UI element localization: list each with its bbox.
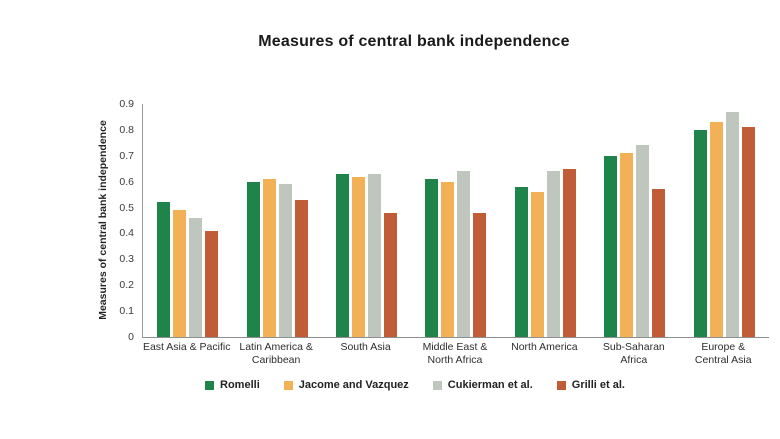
y-tick-label: 0.1 [119, 305, 134, 318]
bar-group [143, 104, 232, 337]
bar [473, 212, 487, 337]
y-tick-label: 0.9 [119, 98, 134, 110]
bar [546, 171, 560, 337]
x-axis-label: East Asia & Pacific [142, 341, 231, 367]
x-axis-label-line: South Asia [340, 341, 391, 353]
x-axis-label-line: Caribbean [251, 354, 301, 366]
x-axis-label-line: Middle East & [422, 341, 488, 353]
legend-swatch [205, 380, 215, 390]
x-axis-label: Middle East & North Africa [410, 341, 499, 367]
bar [741, 127, 755, 337]
bar [262, 179, 276, 337]
y-tick-label: 0.8 [119, 123, 134, 136]
x-axis-label: South Asia [321, 341, 410, 367]
bar [709, 122, 723, 337]
bar [189, 217, 203, 337]
y-tick-label: 0.7 [119, 149, 134, 162]
chart-title: Measures of central bank independence [258, 33, 570, 50]
bar [652, 189, 666, 337]
y-tick-label: 0.6 [119, 175, 134, 188]
bar [278, 184, 292, 337]
x-axis-label-line: Sub-Saharan [602, 341, 665, 353]
bar [384, 212, 398, 337]
x-axis-label: Europe & Central Asia [679, 341, 768, 367]
bar [457, 171, 471, 337]
x-axis-label-line: Africa [620, 354, 648, 366]
bar-group [680, 104, 769, 337]
y-tick-label: 0.3 [119, 253, 134, 266]
legend-label: Cukierman et al. [447, 379, 533, 391]
bar-group [411, 104, 500, 337]
bar [441, 181, 455, 337]
legend-item: Jacome and Vazquez [283, 379, 409, 391]
y-tick-label: 0.5 [119, 201, 134, 214]
bar [693, 129, 707, 337]
legend-item: Romelli [205, 379, 260, 391]
bar [604, 155, 618, 337]
x-axis-label-line: East Asia & Pacific [142, 341, 231, 353]
y-tick-label: 0 [128, 331, 134, 343]
legend-item: Grilli et al. [556, 379, 625, 391]
y-tick-label: 0.4 [119, 227, 134, 240]
bar [620, 153, 634, 337]
x-axis-label: North America [500, 341, 589, 367]
x-axis-label-line: Central Asia [694, 354, 752, 366]
legend-swatch [432, 380, 442, 390]
bar [205, 230, 219, 337]
x-axis-label: Latin America & Caribbean [231, 341, 320, 367]
bar-group [590, 104, 679, 337]
legend-swatch [556, 380, 566, 390]
x-axis-label-line: North America [511, 341, 578, 353]
legend-swatch [283, 380, 293, 390]
y-tick-label: 0.2 [119, 279, 134, 292]
bar [425, 179, 439, 337]
legend: Romelli Jacome and Vazquez Cukierman et al… [50, 379, 780, 391]
x-axis-label-line: Europe & [701, 341, 746, 353]
bar-group [501, 104, 590, 337]
bar [157, 202, 171, 337]
bar-group [322, 104, 411, 337]
bar [368, 173, 382, 337]
bar [294, 199, 308, 337]
bar [562, 168, 576, 337]
bar [246, 181, 260, 337]
bar [514, 186, 528, 337]
bar-group [232, 104, 321, 337]
bar [173, 210, 187, 337]
bar [725, 111, 739, 337]
legend-item: Cukierman et al. [432, 379, 533, 391]
x-axis-label-line: Latin America & [239, 341, 313, 353]
legend-label: Jacome and Vazquez [298, 379, 409, 391]
legend-label: Grilli et al. [571, 379, 625, 391]
bar [336, 173, 350, 337]
bar [352, 176, 366, 337]
bar [530, 192, 544, 337]
x-axis-label-line: North Africa [427, 354, 483, 366]
plot-area [142, 104, 769, 338]
x-axis-label: Sub-Saharan Africa [589, 341, 678, 367]
x-axis-labels: East Asia & Pacific Latin America & Caribb… [142, 341, 768, 367]
bar [636, 145, 650, 337]
legend-label: Romelli [220, 379, 260, 391]
y-axis-ticks: 0 0.1 0.2 0.3 0.4 0.5 0.6 0.7 0.8 0.9 [0, 99, 134, 343]
